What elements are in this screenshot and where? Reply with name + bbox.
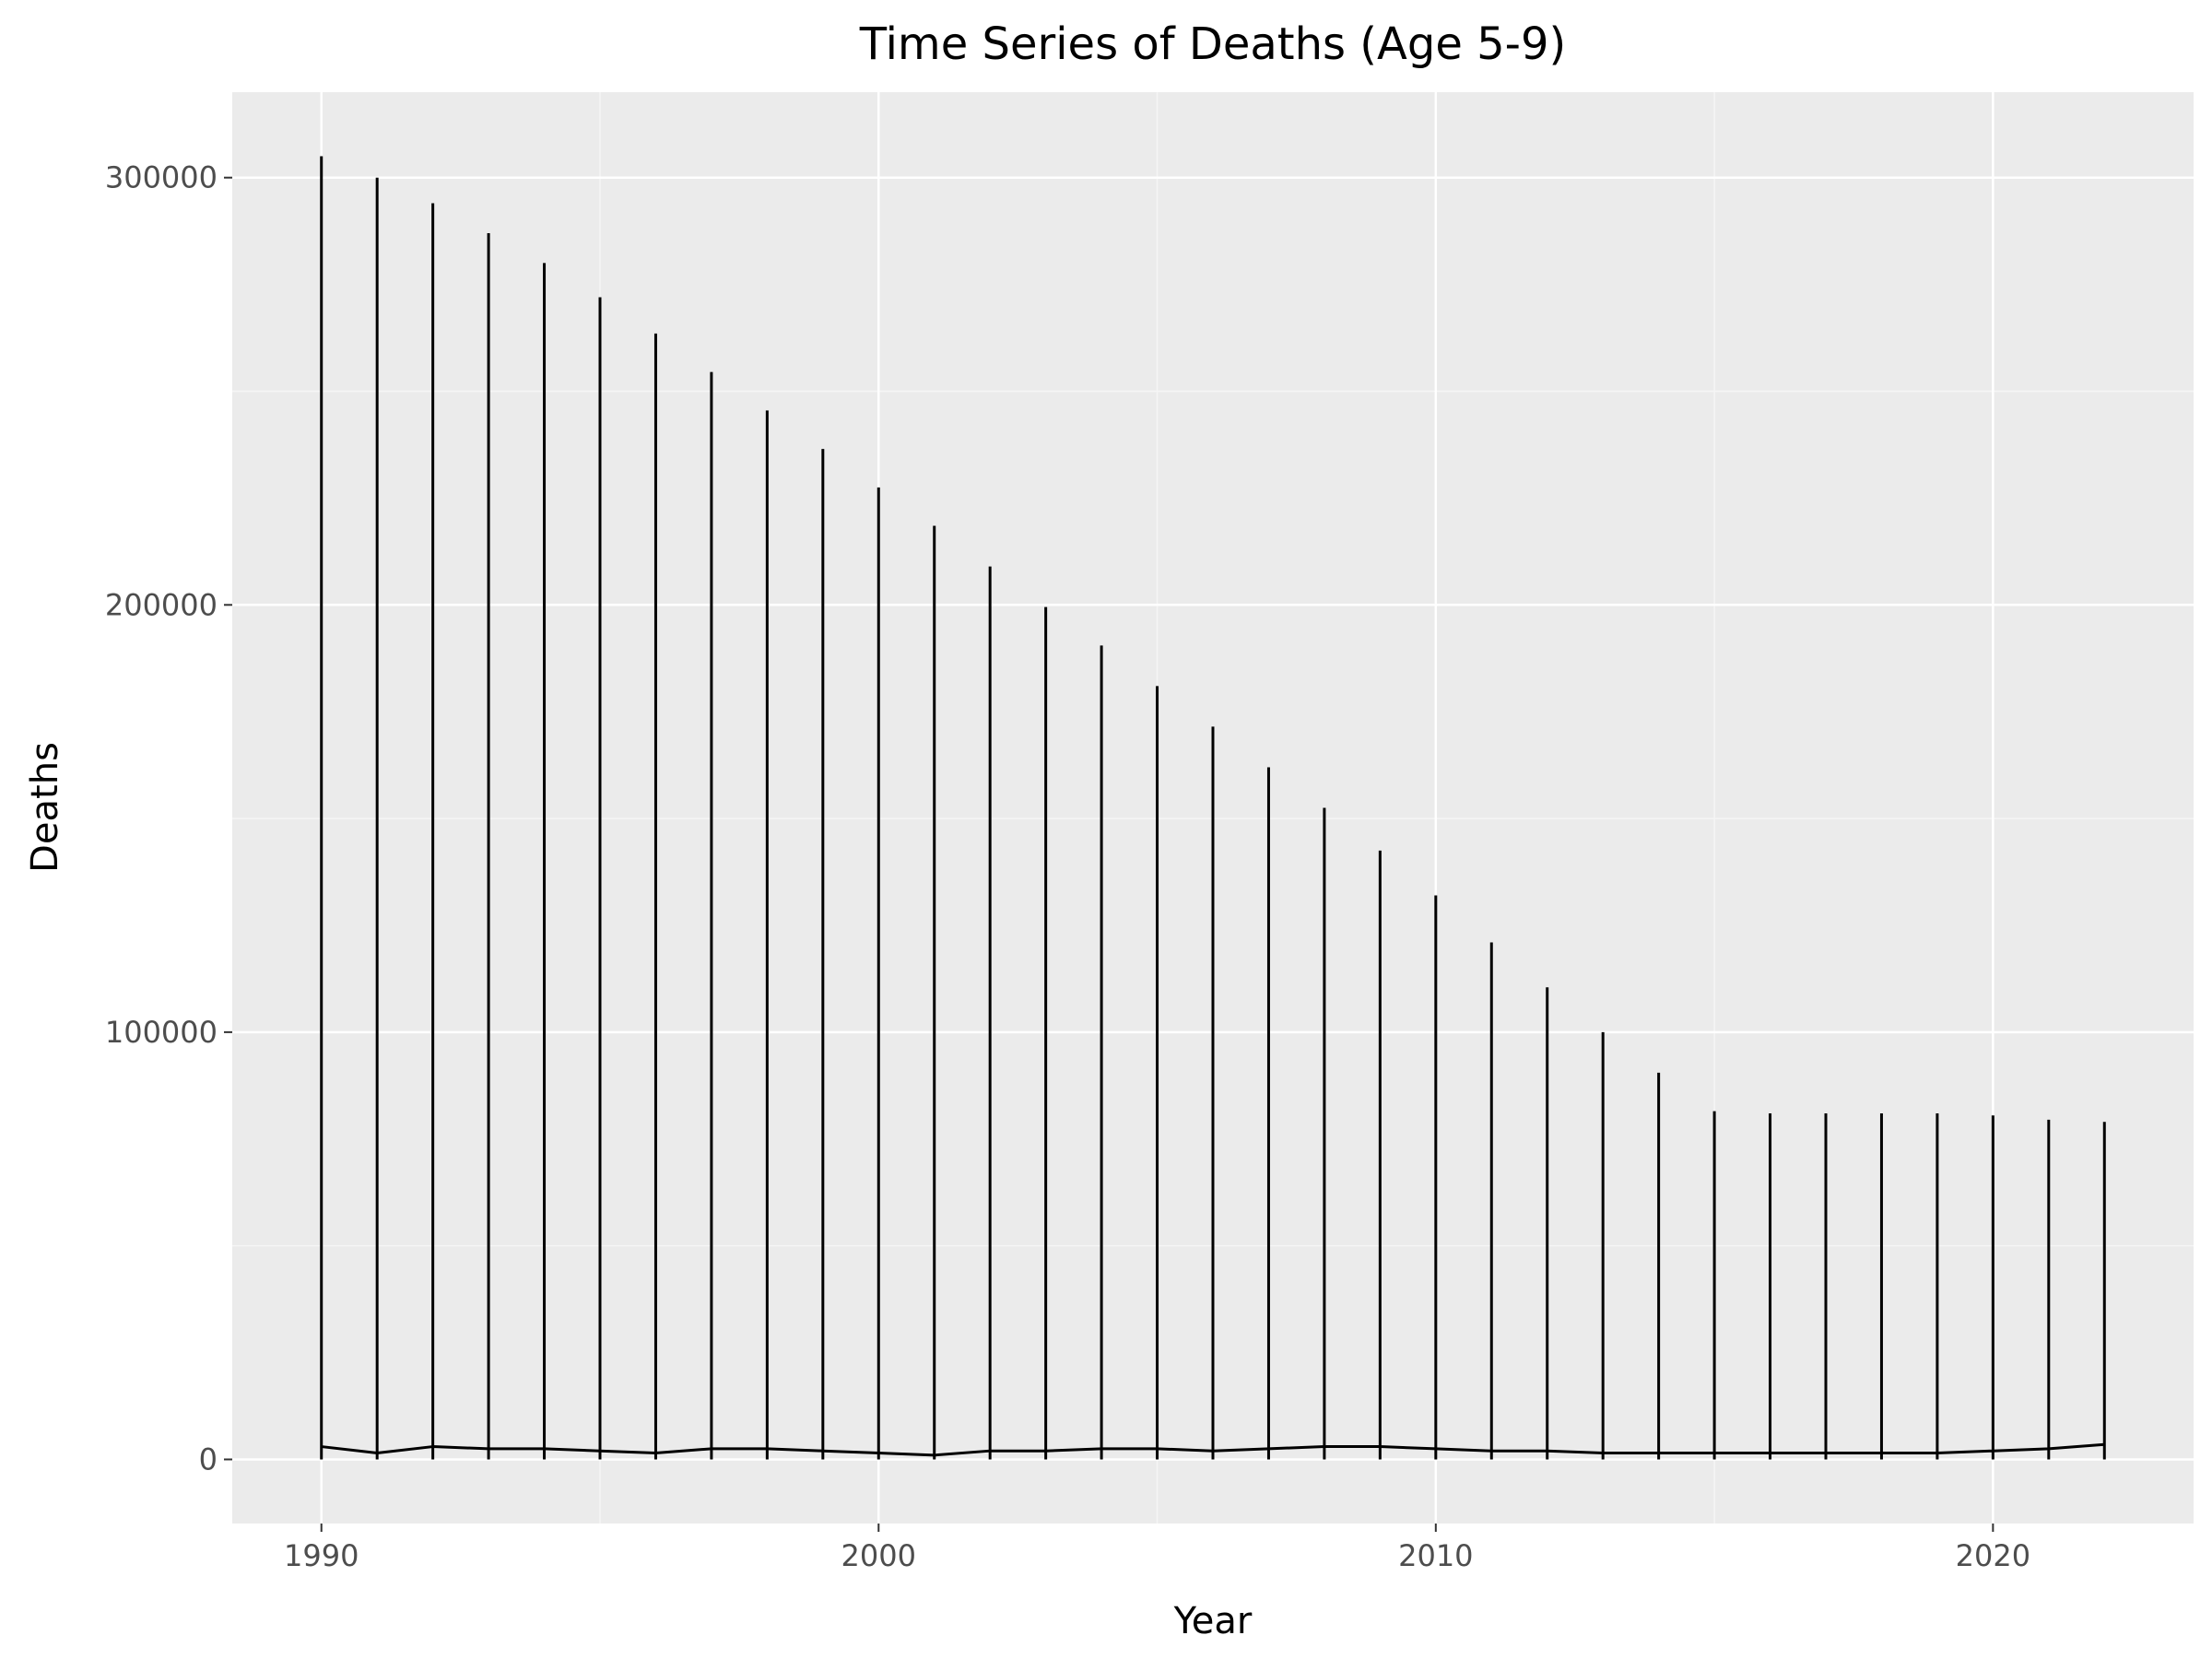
- y-tick-label: 100000: [105, 1015, 218, 1050]
- baseline-series-line: [321, 1442, 2105, 1457]
- y-axis-title: Deaths: [24, 742, 66, 873]
- y-tick-label: 300000: [105, 160, 218, 195]
- x-tick-label: 2010: [1398, 1538, 1473, 1573]
- y-tick-label: 0: [199, 1441, 218, 1477]
- x-tick-label: 2000: [841, 1538, 916, 1573]
- chart-title: Time Series of Deaths (Age 5-9): [859, 18, 1566, 70]
- x-axis-title: Year: [1173, 1600, 1253, 1642]
- x-tick-label: 1990: [284, 1538, 359, 1573]
- x-tick-label: 2020: [1956, 1538, 2030, 1573]
- y-axis: 0 100000 200000 300000: [105, 160, 232, 1477]
- y-tick-label: 200000: [105, 587, 218, 622]
- x-axis: 1990 2000 2010 2020: [284, 1524, 2030, 1573]
- data-marks: [320, 156, 2106, 1460]
